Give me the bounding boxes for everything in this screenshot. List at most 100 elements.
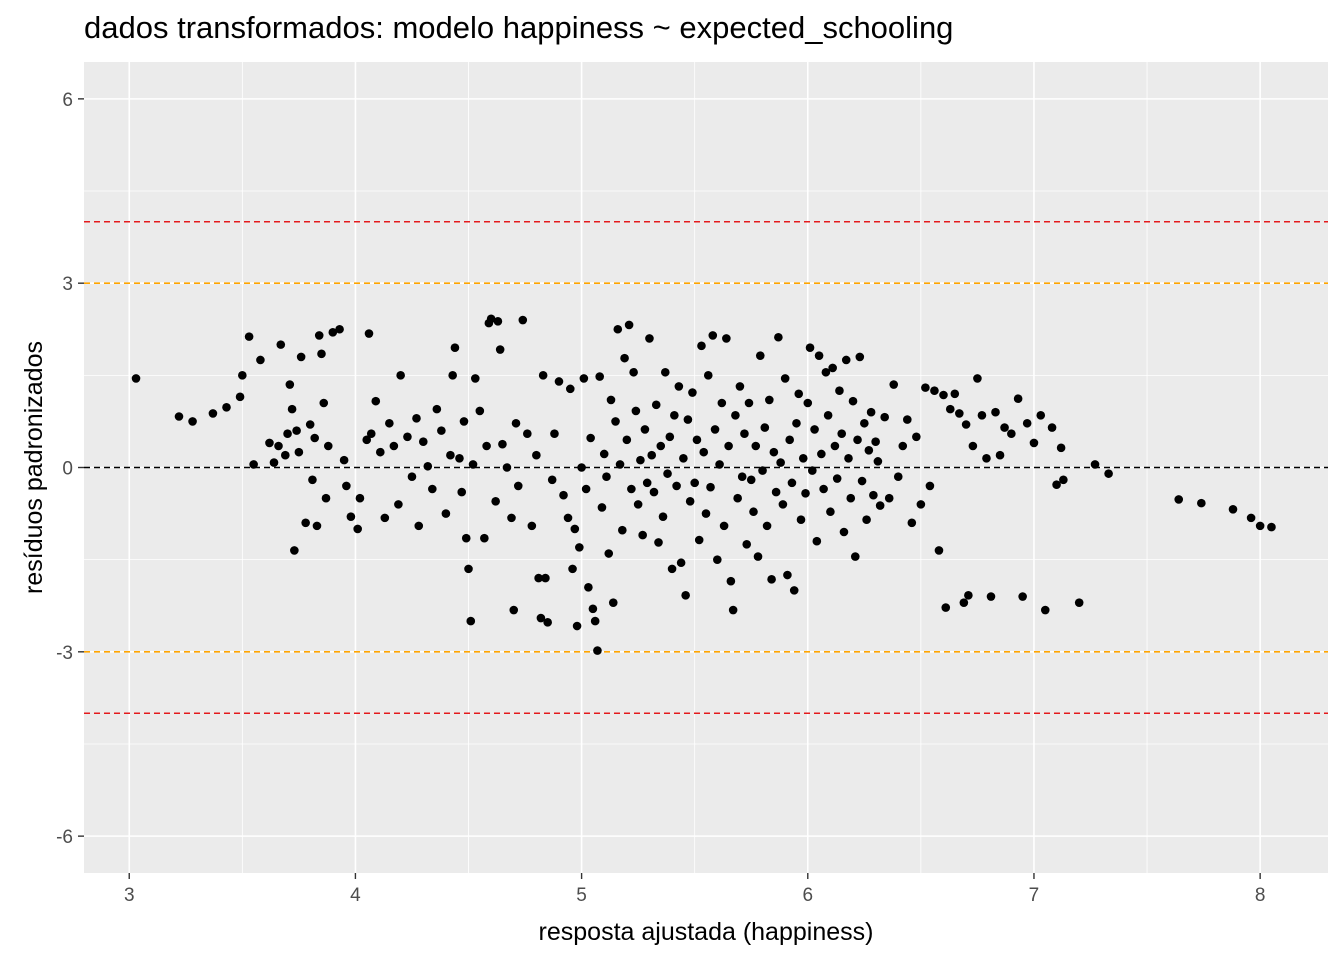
data-point bbox=[339, 455, 349, 465]
data-point bbox=[783, 570, 792, 580]
data-point bbox=[645, 334, 654, 343]
data-point bbox=[547, 475, 557, 485]
data-point bbox=[778, 500, 788, 509]
data-point bbox=[731, 410, 740, 420]
data-point bbox=[602, 472, 611, 482]
data-point bbox=[819, 484, 828, 494]
data-point bbox=[532, 450, 541, 460]
x-axis-title: resposta ajustada (happiness) bbox=[539, 918, 874, 946]
data-point bbox=[328, 328, 338, 337]
data-point bbox=[575, 543, 584, 552]
data-point bbox=[371, 396, 381, 406]
data-point bbox=[509, 605, 519, 615]
data-point bbox=[480, 533, 489, 543]
data-point bbox=[437, 426, 446, 435]
data-point bbox=[407, 472, 417, 482]
data-point bbox=[724, 441, 733, 451]
data-point bbox=[414, 521, 424, 531]
data-point bbox=[792, 418, 801, 428]
y-axis-title: resíduos padronizados bbox=[20, 341, 48, 594]
data-point bbox=[744, 398, 754, 408]
data-point bbox=[389, 441, 399, 451]
data-point bbox=[697, 341, 706, 351]
data-point bbox=[606, 395, 616, 405]
data-point bbox=[292, 426, 301, 435]
data-point bbox=[538, 371, 548, 380]
data-point bbox=[925, 481, 935, 491]
data-point bbox=[742, 539, 752, 549]
data-point bbox=[631, 406, 641, 416]
data-point bbox=[903, 415, 912, 424]
data-point bbox=[572, 621, 582, 631]
x-tick-label: 8 bbox=[1255, 885, 1266, 906]
data-point bbox=[977, 410, 987, 420]
data-point bbox=[1000, 423, 1009, 432]
data-point bbox=[588, 604, 598, 614]
data-point bbox=[1029, 438, 1039, 448]
data-point bbox=[832, 474, 842, 483]
data-point bbox=[579, 374, 589, 383]
data-point bbox=[692, 435, 702, 445]
data-point bbox=[871, 437, 880, 446]
data-point bbox=[568, 564, 577, 574]
data-point bbox=[423, 461, 433, 471]
data-point bbox=[554, 377, 564, 386]
data-point bbox=[301, 518, 310, 528]
data-point bbox=[939, 390, 948, 400]
data-point bbox=[810, 425, 819, 434]
data-point bbox=[1255, 521, 1265, 531]
data-point bbox=[751, 441, 761, 451]
data-point bbox=[342, 481, 351, 491]
data-point bbox=[814, 351, 824, 360]
data-point bbox=[491, 496, 500, 506]
data-point bbox=[265, 438, 274, 448]
data-point bbox=[590, 616, 600, 626]
data-point bbox=[446, 450, 455, 460]
data-point bbox=[285, 380, 295, 389]
data-point bbox=[294, 447, 304, 457]
data-point bbox=[536, 613, 546, 623]
data-point bbox=[622, 435, 632, 445]
data-point bbox=[869, 490, 878, 500]
data-point bbox=[274, 441, 283, 451]
data-point bbox=[448, 371, 457, 380]
data-point bbox=[394, 500, 403, 509]
data-point bbox=[314, 331, 324, 340]
data-point bbox=[222, 402, 231, 412]
data-point bbox=[665, 432, 675, 442]
data-point bbox=[312, 521, 322, 531]
data-point bbox=[986, 592, 996, 601]
data-point bbox=[735, 382, 745, 391]
data-point bbox=[699, 447, 709, 457]
data-point bbox=[188, 417, 197, 426]
data-point bbox=[513, 481, 523, 491]
data-point bbox=[794, 389, 804, 399]
data-point bbox=[624, 320, 634, 330]
data-point bbox=[713, 555, 722, 564]
data-point bbox=[670, 410, 679, 420]
data-point bbox=[789, 586, 799, 595]
data-point bbox=[346, 512, 356, 521]
data-point bbox=[412, 414, 421, 423]
data-point bbox=[559, 490, 568, 500]
data-point bbox=[803, 398, 813, 408]
data-point bbox=[249, 460, 258, 469]
x-tick-label: 4 bbox=[350, 885, 361, 906]
data-point bbox=[599, 449, 609, 459]
data-point bbox=[733, 493, 742, 503]
data-point bbox=[1022, 418, 1032, 428]
data-point bbox=[541, 573, 550, 583]
data-point bbox=[812, 536, 822, 546]
data-point bbox=[620, 353, 629, 363]
data-point bbox=[468, 460, 478, 469]
data-point bbox=[281, 450, 290, 460]
data-point bbox=[703, 371, 713, 380]
data-point bbox=[982, 453, 991, 463]
y-tick-label: -6 bbox=[56, 827, 73, 848]
data-point bbox=[482, 441, 491, 451]
data-point bbox=[841, 355, 851, 365]
data-point bbox=[523, 429, 532, 439]
data-point bbox=[658, 512, 668, 521]
data-point bbox=[771, 487, 781, 497]
data-point bbox=[502, 463, 512, 472]
